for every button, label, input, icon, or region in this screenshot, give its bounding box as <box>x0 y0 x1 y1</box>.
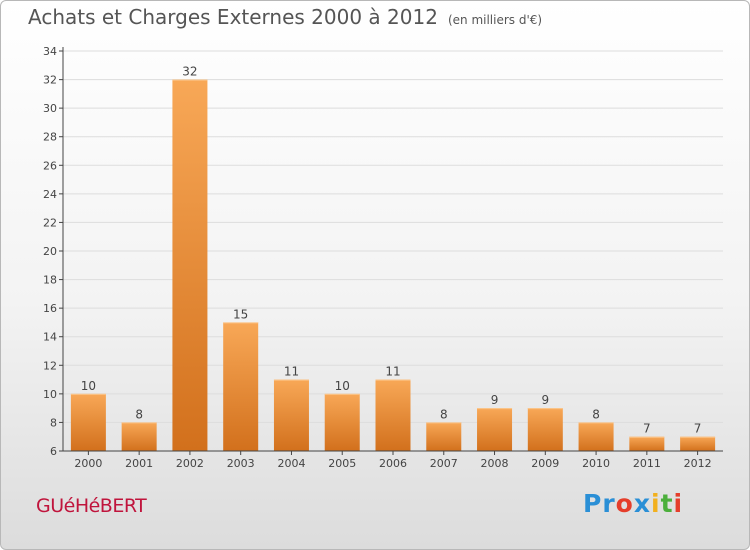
y-tick-label: 32 <box>43 74 57 87</box>
y-tick-label: 26 <box>43 159 57 172</box>
bar <box>680 436 716 451</box>
bar <box>70 393 106 451</box>
y-tick-label: 20 <box>43 245 57 258</box>
chart-title-text: Achats et Charges Externes 2000 à 2012 <box>28 5 438 29</box>
bar-value-label: 8 <box>135 407 143 421</box>
bar-value-label: 8 <box>592 407 600 421</box>
logo-letter: x <box>633 489 651 518</box>
bar <box>375 379 411 451</box>
bar-value-label: 11 <box>385 365 400 379</box>
logo-letter: t <box>660 489 674 518</box>
x-tick-label: 2011 <box>633 457 661 470</box>
logo-letter: i <box>651 489 661 518</box>
logo-letter: i <box>673 489 684 518</box>
y-tick-label: 28 <box>43 131 57 144</box>
x-tick-label: 2001 <box>125 457 153 470</box>
chart-subtitle: (en milliers d'€) <box>447 13 543 27</box>
bar <box>527 408 563 451</box>
x-tick-label: 2005 <box>328 457 356 470</box>
bar <box>121 422 157 451</box>
bar-value-label: 10 <box>335 379 350 393</box>
proxiti-logo[interactable]: Proxiti <box>583 489 683 518</box>
bar-value-label: 7 <box>643 422 651 436</box>
bar <box>426 422 462 451</box>
x-tick-label: 2000 <box>74 457 102 470</box>
x-tick-label: 2003 <box>227 457 255 470</box>
y-tick-label: 18 <box>43 274 57 287</box>
bar-value-label: 32 <box>182 65 197 79</box>
logo-letter: P <box>583 489 603 518</box>
bar-value-label: 11 <box>284 365 299 379</box>
x-tick-label: 2004 <box>277 457 305 470</box>
x-tick-label: 2012 <box>684 457 712 470</box>
y-tick-label: 34 <box>43 45 57 58</box>
bar-value-label: 9 <box>541 393 549 407</box>
bar-value-label: 7 <box>694 422 702 436</box>
bar-value-label: 15 <box>233 307 248 321</box>
bar <box>223 322 259 451</box>
y-tick-label: 12 <box>43 359 57 372</box>
y-tick-label: 30 <box>43 102 57 115</box>
x-tick-label: 2002 <box>176 457 204 470</box>
chart-title: Achats et Charges Externes 2000 à 2012 (e… <box>28 5 542 29</box>
y-tick-label: 24 <box>43 188 57 201</box>
x-tick-label: 2008 <box>481 457 509 470</box>
y-tick-label: 14 <box>43 331 57 344</box>
y-tick-label: 6 <box>50 445 57 458</box>
logo-letter: r <box>602 489 616 518</box>
x-tick-label: 2009 <box>531 457 559 470</box>
logo-letter: o <box>615 489 634 518</box>
bar <box>172 79 208 452</box>
bar <box>273 379 309 451</box>
bar <box>629 436 665 451</box>
y-tick-label: 10 <box>43 388 57 401</box>
x-tick-label: 2010 <box>582 457 610 470</box>
bar <box>578 422 614 451</box>
y-tick-label: 8 <box>50 416 57 429</box>
bar <box>477 408 513 451</box>
x-tick-label: 2007 <box>430 457 458 470</box>
y-tick-label: 22 <box>43 216 57 229</box>
commune-name: GUéHéBERT <box>36 495 147 517</box>
x-tick-label: 2006 <box>379 457 407 470</box>
bar-value-label: 9 <box>491 393 499 407</box>
bar-value-label: 10 <box>81 379 96 393</box>
y-tick-label: 16 <box>43 302 57 315</box>
bar <box>324 393 360 451</box>
bar-value-label: 8 <box>440 407 448 421</box>
